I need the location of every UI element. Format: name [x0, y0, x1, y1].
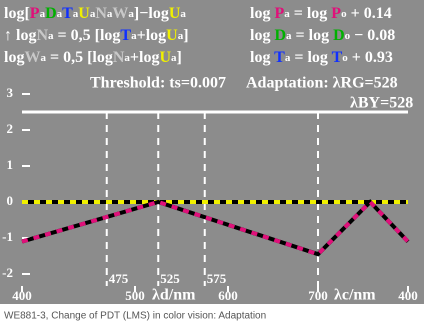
background: [0, 0, 424, 304]
formula-segment: P: [274, 5, 284, 22]
formula-segment: log: [250, 49, 274, 66]
formula-segment: = log: [290, 49, 331, 66]
formula-segment: = 0,5 [log: [54, 27, 121, 44]
formula-segment: − 0.08: [350, 27, 395, 44]
formula-segment: a: [90, 8, 96, 20]
formula-segment: +log: [137, 27, 167, 44]
dashed-line-label: 575: [207, 271, 227, 286]
formula-segment: a: [285, 52, 291, 64]
formula-segment: = log: [290, 5, 332, 22]
formula-segment: D: [274, 27, 286, 44]
y-tick-label: -2: [2, 265, 13, 280]
formula-segment: +log: [130, 49, 160, 66]
formula-segment: T: [62, 5, 73, 22]
formula-segment: U: [166, 27, 178, 44]
formula-segment: o: [345, 30, 351, 42]
formula-segment: = 0,5 [log: [46, 49, 113, 66]
formula-segment: a: [40, 8, 46, 20]
formula-line: ↑ logNa = 0,5 [logTa+logUa]: [4, 27, 189, 44]
y-tick-label: -1: [2, 229, 13, 244]
formula-segment: ]: [177, 49, 182, 66]
formula-segment: ]: [183, 27, 188, 44]
formula-line: logWa = 0,5 [logNa+logUa]: [4, 49, 182, 66]
formula-segment: log: [250, 27, 274, 44]
formula-segment: a: [178, 30, 184, 42]
formula-segment: a: [171, 52, 177, 64]
x-label-c: λc/nm: [334, 287, 376, 304]
formula-segment: o: [341, 8, 347, 20]
x-tick-label: 400: [12, 288, 32, 303]
formula-segment: W: [112, 5, 128, 22]
formula-segment: U: [78, 5, 90, 22]
dashed-line-label: 525: [160, 271, 180, 286]
formula-segment: + 0.14: [347, 5, 392, 22]
x-tick-label: 400: [398, 288, 418, 303]
formula-segment: T: [332, 49, 343, 66]
series-line-base: [21, 199, 410, 257]
formula-segment: log: [250, 5, 274, 22]
formula-segment: a: [48, 30, 54, 42]
caption: WE881-3, Change of PDT (LMS) in color vi…: [4, 311, 266, 322]
formula-segment: P: [30, 5, 40, 22]
formula-segment: a: [107, 8, 113, 20]
threshold: Threshold: ts=0.007: [90, 75, 226, 92]
formula-segment: P: [331, 5, 341, 22]
formula-segment: N: [36, 27, 48, 44]
formula-segment: log: [4, 49, 24, 66]
formula-segment: a: [284, 8, 290, 20]
formula-segment: = log: [292, 27, 334, 44]
x-tick-label: 700: [308, 288, 328, 303]
adaptation-by: λBY=528: [350, 95, 413, 112]
formula-segment: a: [131, 30, 137, 42]
formula-segment: T: [274, 49, 285, 66]
formula-segment: U: [159, 49, 171, 66]
dashed-line-label: 475: [109, 271, 129, 286]
formula-line: log[PaDaTaUaNaWa]−logUa: [4, 5, 186, 22]
formula-segment: T: [120, 27, 131, 44]
formula-segment: a: [40, 52, 46, 64]
formula-segment: N: [113, 49, 125, 66]
y-tick-label: 2: [7, 121, 14, 136]
formula-segment: D: [45, 5, 57, 22]
formula-segment: W: [24, 49, 40, 66]
formula-segment: ]−log: [134, 5, 169, 22]
formula-segment: D: [333, 27, 345, 44]
x-label-d: λd/nm: [152, 287, 196, 304]
formula-segment: a: [180, 8, 186, 20]
formula-segment: a: [57, 8, 63, 20]
formula-line: log Ta = log To + 0.93: [250, 49, 393, 66]
adaptation-rg: Adaptation: λRG=528: [246, 75, 398, 92]
formula-segment: a: [73, 8, 79, 20]
formula-line: log Pa = log Po + 0.14: [250, 5, 392, 22]
formula-segment: a: [124, 52, 130, 64]
x-tick-label: 600: [218, 288, 238, 303]
y-tick-label: 1: [7, 157, 14, 172]
formula-segment: a: [128, 8, 134, 20]
formula-segment: U: [169, 5, 181, 22]
formula-segment: ↑ log: [4, 27, 36, 44]
formula-segment: a: [286, 30, 292, 42]
formula-line: log Da = log Do − 0.08: [250, 27, 395, 44]
formula-segment: o: [342, 52, 348, 64]
y-tick-label: 3: [7, 85, 14, 100]
formula-segment: + 0.93: [348, 49, 393, 66]
formula-segment: N: [95, 5, 107, 22]
y-tick-label: 0: [7, 193, 14, 208]
x-tick-label: 500: [125, 288, 145, 303]
formula-segment: log[: [4, 5, 30, 22]
